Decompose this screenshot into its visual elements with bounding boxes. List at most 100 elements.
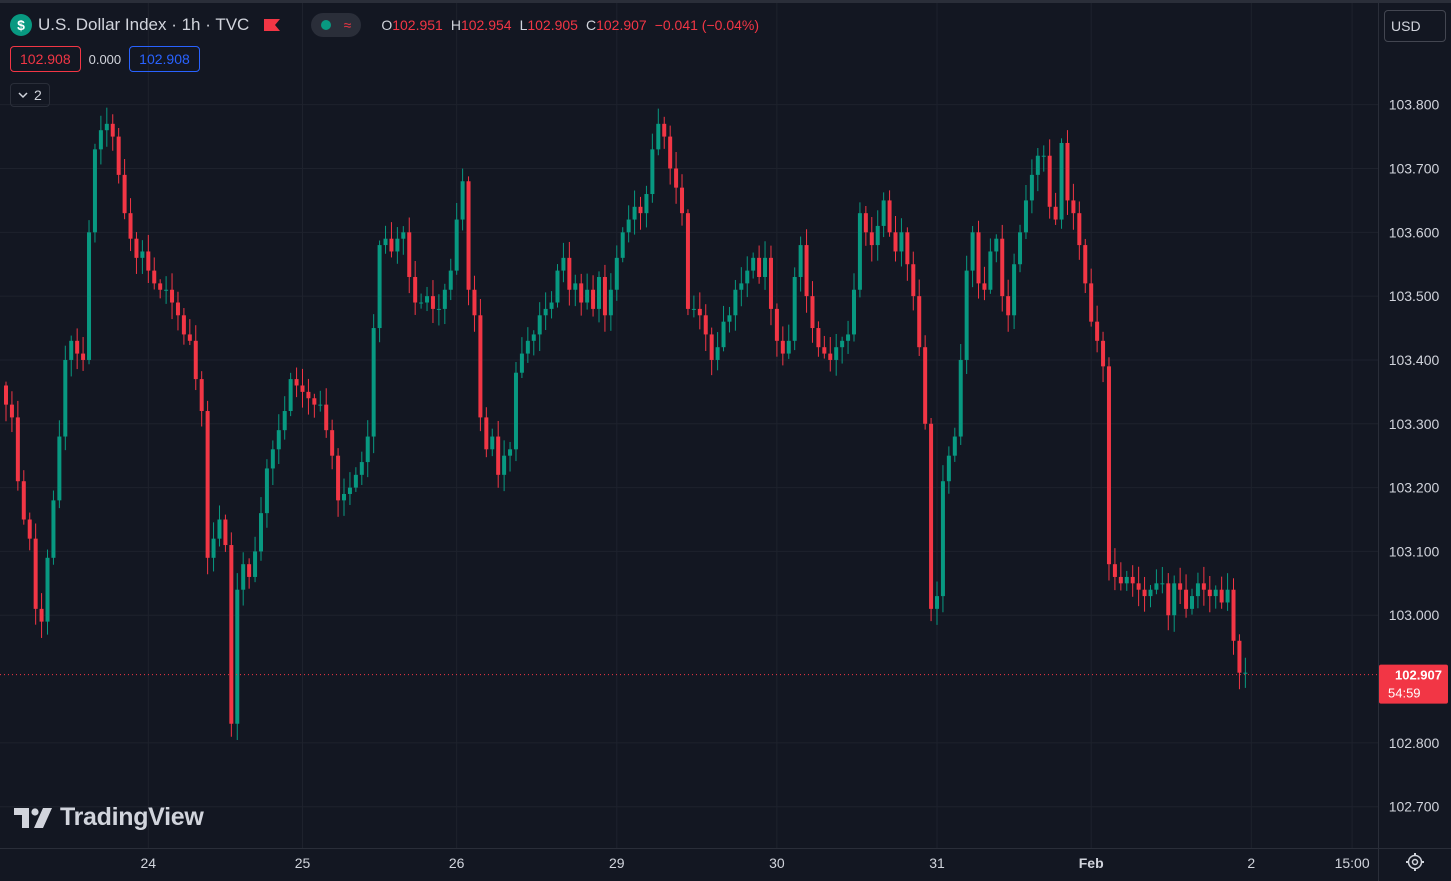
change-value: −0.041 (−0.04%) [654,17,759,33]
candle [555,264,560,308]
candle-body [1178,583,1183,590]
candle-body [733,289,738,316]
market-status[interactable]: ≈ [311,13,362,37]
candle-body [549,302,554,309]
candle-body [1237,640,1242,673]
tradingview-logo-icon [14,807,52,828]
candle [27,512,32,551]
candle [365,420,370,478]
candle-body [193,340,198,380]
candle-body [229,545,234,724]
candle [75,328,80,370]
candle-body [365,436,370,463]
candle [585,273,590,310]
candle [816,321,821,357]
symbol-legend[interactable]: $ U.S. Dollar Index · 1h · TVC ≈ O102.95… [10,12,759,38]
candle-body [407,232,412,277]
candle-body [110,123,115,137]
candle [9,391,14,433]
candles [4,107,1248,741]
candle-body [1219,589,1224,603]
trade-buttons: 102.908 0.000 102.908 [10,46,200,72]
buy-button[interactable]: 102.908 [129,46,200,72]
candle-body [1136,583,1141,590]
ohlc-values: O102.951 H102.954 L102.905 C102.907 −0.0… [381,17,759,33]
candle [680,174,685,226]
candle [359,451,364,485]
candle-body [460,181,465,220]
candle-body [419,302,424,304]
candle [1148,584,1153,608]
candle-body [656,123,661,150]
candle-body [87,232,92,360]
candle-body [1035,155,1040,175]
candle [899,218,904,267]
candle-body [1190,596,1194,609]
candle [988,238,993,294]
candle [288,372,293,417]
high-value: 102.954 [460,17,512,33]
candle [1047,139,1052,219]
candle-body [27,519,32,539]
candle [608,273,613,331]
candle [834,333,839,376]
candle [460,168,465,231]
candle-body [371,328,376,437]
high-label: H [450,17,461,33]
candle [721,305,726,352]
candle [709,327,714,376]
candle-body [454,219,459,271]
candle [496,420,501,488]
candle [383,225,388,254]
price-axis-labels: 103.800 103.700 103.600 103.500 103.400 103.3… [1389,97,1440,815]
candle-body [905,232,910,265]
gear-icon[interactable] [1405,852,1425,872]
candle-body [413,276,418,303]
open-value: 102.951 [392,17,443,33]
candle [57,420,62,509]
last-price-value: 102.907 [1395,668,1442,683]
tradingview-logo[interactable]: TradingView [14,803,204,832]
symbol-title[interactable]: U.S. Dollar Index · 1h · TVC [38,15,250,34]
candle-body [674,168,679,188]
price-axis[interactable] [1378,0,1451,848]
candle [258,497,263,561]
candle [1219,576,1224,609]
candle [146,234,151,284]
candle-body [881,200,886,226]
candle [395,227,400,264]
candle-body [57,436,62,501]
candle [241,552,246,606]
candle-body [893,232,898,252]
candle-body [703,315,708,335]
candle-body [1023,200,1028,233]
candle-body [792,276,797,341]
indicators-toggle-button[interactable]: 2 [10,83,50,107]
candle [21,470,26,525]
candle [579,273,584,316]
time-axis[interactable] [0,848,1378,881]
candle [1006,279,1011,332]
last-price-label: 102.907 54:59 [1379,664,1448,704]
candle [549,291,554,319]
candle-body [152,270,157,284]
price-tick-label: 103.400 [1389,352,1440,368]
candle-body [632,206,637,220]
candle-body [282,411,287,431]
candle-body [1101,340,1106,367]
candle [917,279,922,356]
time-axis-labels: 24 25 26 29 30 31 Feb 2 15:00 [141,855,1370,871]
flag-icon[interactable] [263,18,281,32]
candle-body [1041,155,1046,157]
candle-body [395,238,400,252]
candle-body [579,283,584,303]
currency-button[interactable]: USD [1384,10,1446,42]
price-tick-label: 103.100 [1389,543,1440,559]
candle-body [342,493,347,501]
candle [353,467,358,492]
candle-body [81,353,86,360]
candle-body [721,321,726,348]
candle [881,192,886,238]
sell-button[interactable]: 102.908 [10,46,81,72]
